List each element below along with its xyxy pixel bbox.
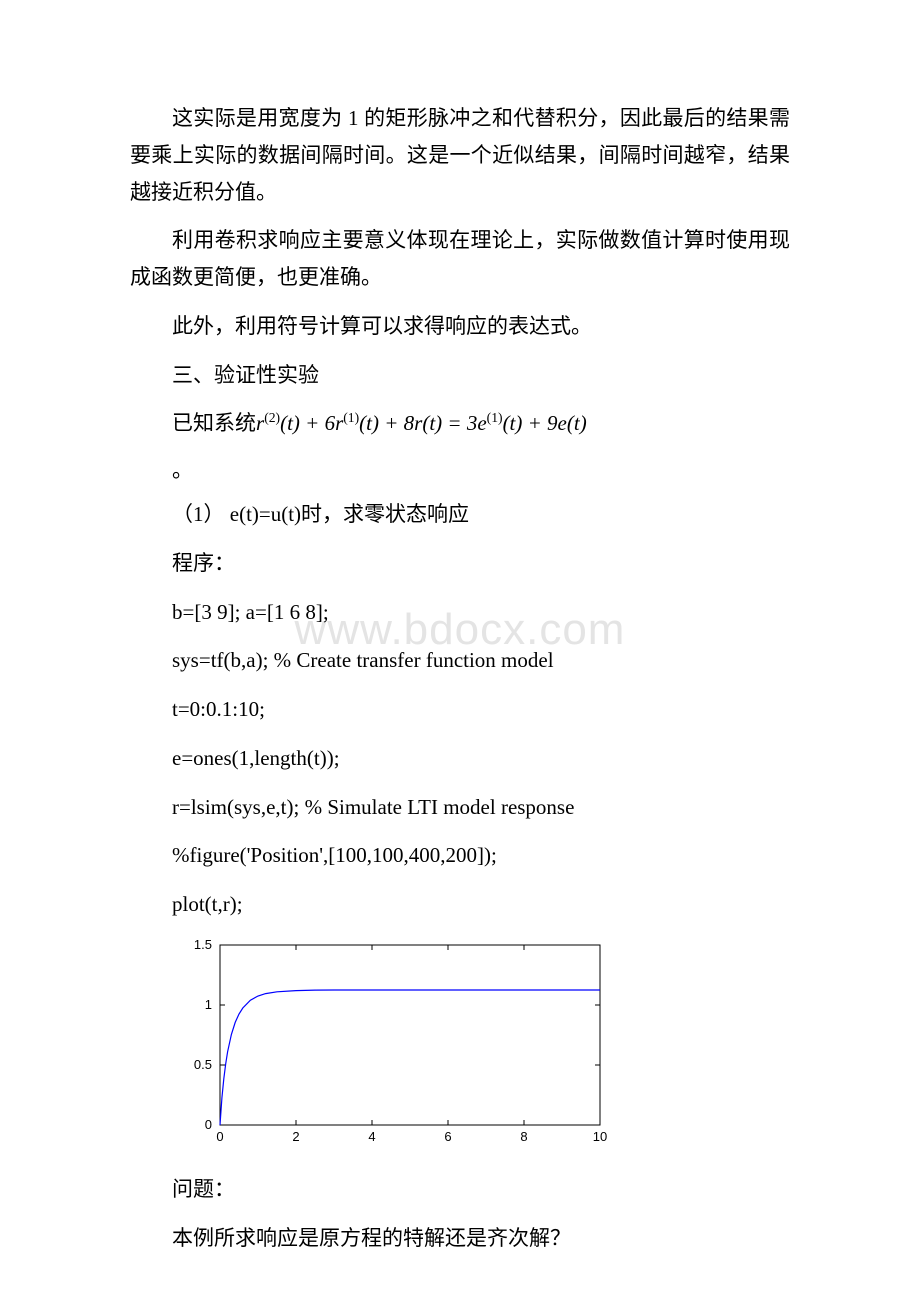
svg-text:4: 4 — [368, 1129, 375, 1144]
code-line-6: %figure('Position',[100,100,400,200]); — [130, 837, 790, 874]
code-line-2: sys=tf(b,a); % Create transfer function … — [130, 642, 790, 679]
svg-text:10: 10 — [593, 1129, 607, 1144]
question-label: 问题： — [130, 1171, 790, 1208]
section-heading: 三、验证性实验 — [130, 357, 790, 394]
paragraph-2: 利用卷积求响应主要意义体现在理论上，实际做数值计算时使用现成函数更简便，也更准确… — [130, 222, 790, 296]
svg-text:8: 8 — [520, 1129, 527, 1144]
svg-text:0: 0 — [216, 1129, 223, 1144]
code-line-5: r=lsim(sys,e,t); % Simulate LTI model re… — [130, 789, 790, 826]
response-chart: 0 2 4 6 8 10 0 0.5 1 1.5 — [172, 935, 790, 1155]
svg-text:0.5: 0.5 — [194, 1057, 212, 1072]
code-line-4: e=ones(1,length(t)); — [130, 740, 790, 777]
program-label: 程序： — [130, 545, 790, 582]
period-line: 。 — [130, 454, 790, 484]
code-line-3: t=0:0.1:10; — [130, 691, 790, 728]
svg-text:2: 2 — [292, 1129, 299, 1144]
svg-text:0: 0 — [205, 1117, 212, 1132]
paragraph-3: 此外，利用符号计算可以求得响应的表达式。 — [130, 308, 790, 345]
formula-expression: r(2)(t) + 6r(1)(t) + 8r(t) = 3e(1)(t) + … — [256, 411, 587, 435]
formula-line: 已知系统r(2)(t) + 6r(1)(t) + 8r(t) = 3e(1)(t… — [130, 405, 790, 442]
code-line-7: plot(t,r); — [130, 886, 790, 923]
svg-text:1.5: 1.5 — [194, 937, 212, 952]
svg-text:6: 6 — [444, 1129, 451, 1144]
chart-svg: 0 2 4 6 8 10 0 0.5 1 1.5 — [172, 935, 607, 1150]
paragraph-1: 这实际是用宽度为 1 的矩形脉冲之和代替积分，因此最后的结果需要乘上实际的数据间… — [130, 100, 790, 210]
code-line-1: b=[3 9]; a=[1 6 8]; — [130, 594, 790, 631]
question-1: （1） e(t)=u(t)时，求零状态响应 — [130, 496, 790, 533]
svg-text:1: 1 — [205, 997, 212, 1012]
question-text: 本例所求响应是原方程的特解还是齐次解？ — [130, 1220, 790, 1257]
document-content: 这实际是用宽度为 1 的矩形脉冲之和代替积分，因此最后的结果需要乘上实际的数据间… — [130, 100, 790, 1256]
formula-prefix: 已知系统 — [172, 411, 256, 435]
